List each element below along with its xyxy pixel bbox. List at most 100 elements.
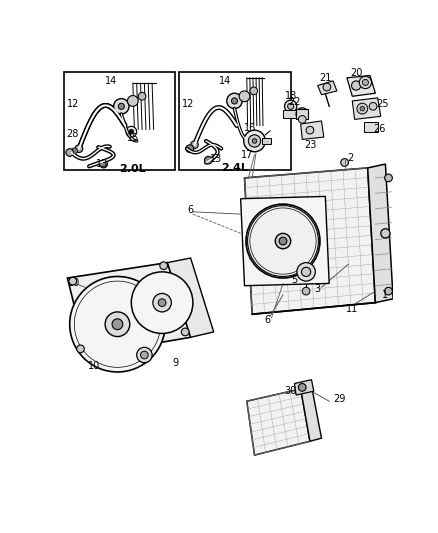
Circle shape	[227, 93, 242, 109]
Circle shape	[70, 277, 165, 372]
Polygon shape	[301, 121, 324, 140]
Text: 9: 9	[172, 358, 178, 368]
Text: 15: 15	[127, 133, 139, 143]
Circle shape	[186, 145, 194, 152]
Text: 3: 3	[314, 284, 321, 294]
Circle shape	[126, 126, 137, 137]
Circle shape	[369, 102, 377, 110]
Circle shape	[246, 204, 320, 278]
Bar	[283, 110, 298, 118]
Polygon shape	[244, 168, 375, 314]
Circle shape	[105, 312, 130, 336]
Circle shape	[306, 126, 314, 134]
Circle shape	[71, 148, 78, 154]
Polygon shape	[247, 389, 310, 455]
Bar	[364, 123, 378, 132]
Text: 5: 5	[291, 274, 298, 285]
Circle shape	[153, 294, 171, 312]
Circle shape	[298, 384, 306, 391]
Text: 17: 17	[240, 150, 253, 160]
Circle shape	[244, 130, 265, 152]
Circle shape	[385, 174, 392, 182]
Bar	[296, 109, 308, 119]
Circle shape	[69, 277, 77, 285]
Circle shape	[248, 135, 261, 147]
Circle shape	[66, 149, 74, 156]
Circle shape	[112, 319, 123, 329]
Polygon shape	[318, 81, 337, 95]
Text: 29: 29	[333, 394, 346, 404]
Circle shape	[100, 160, 107, 168]
Circle shape	[323, 83, 331, 91]
Polygon shape	[67, 263, 191, 355]
Text: 12: 12	[182, 99, 194, 109]
Circle shape	[250, 87, 258, 95]
Text: 6: 6	[187, 205, 194, 215]
Circle shape	[231, 98, 237, 104]
Polygon shape	[352, 98, 381, 119]
Polygon shape	[167, 258, 214, 337]
Text: 28: 28	[67, 129, 79, 139]
Circle shape	[288, 103, 294, 109]
Circle shape	[381, 229, 390, 238]
Text: 25: 25	[376, 99, 389, 109]
Circle shape	[138, 92, 146, 100]
Circle shape	[252, 139, 257, 143]
Circle shape	[341, 159, 349, 166]
Circle shape	[191, 141, 198, 149]
Text: 13: 13	[210, 155, 222, 165]
Circle shape	[75, 145, 83, 152]
Text: 14: 14	[105, 76, 117, 86]
Circle shape	[137, 348, 152, 363]
Circle shape	[276, 233, 291, 249]
Circle shape	[298, 116, 306, 123]
Circle shape	[352, 81, 361, 90]
Circle shape	[385, 287, 392, 295]
Circle shape	[365, 123, 374, 132]
Circle shape	[131, 272, 193, 334]
Circle shape	[160, 262, 167, 270]
Polygon shape	[294, 379, 314, 395]
Text: 10: 10	[68, 278, 81, 288]
Text: 2.4L: 2.4L	[221, 163, 248, 173]
Polygon shape	[347, 76, 375, 96]
Text: 30: 30	[284, 386, 296, 396]
Circle shape	[285, 100, 297, 112]
Circle shape	[129, 130, 134, 134]
Circle shape	[77, 345, 85, 353]
Text: 16: 16	[244, 123, 256, 133]
Circle shape	[297, 263, 315, 281]
Text: 18: 18	[285, 91, 297, 101]
Circle shape	[205, 156, 212, 164]
Circle shape	[360, 106, 364, 111]
Text: 20: 20	[350, 68, 362, 78]
Circle shape	[357, 103, 367, 114]
Circle shape	[359, 76, 371, 88]
Text: 21: 21	[319, 73, 332, 83]
Circle shape	[113, 99, 129, 114]
Polygon shape	[367, 164, 393, 303]
Circle shape	[181, 328, 189, 336]
Text: 2: 2	[347, 153, 353, 163]
Text: 2.0L: 2.0L	[120, 164, 146, 174]
Text: 10: 10	[88, 361, 100, 371]
Circle shape	[141, 351, 148, 359]
Bar	[262, 138, 272, 144]
Circle shape	[279, 237, 287, 245]
Circle shape	[239, 91, 250, 102]
Circle shape	[118, 103, 124, 109]
Circle shape	[127, 95, 138, 106]
Text: 22: 22	[288, 98, 301, 108]
Text: 6: 6	[265, 316, 271, 325]
Text: 13: 13	[96, 159, 108, 169]
Text: 23: 23	[304, 140, 316, 150]
Circle shape	[158, 299, 166, 306]
Polygon shape	[301, 386, 321, 441]
Text: 11: 11	[346, 304, 358, 314]
Circle shape	[296, 108, 308, 120]
Text: 14: 14	[219, 76, 231, 86]
Bar	[179, 71, 291, 170]
Circle shape	[301, 267, 311, 277]
Bar	[64, 71, 175, 170]
Text: 12: 12	[67, 99, 79, 109]
